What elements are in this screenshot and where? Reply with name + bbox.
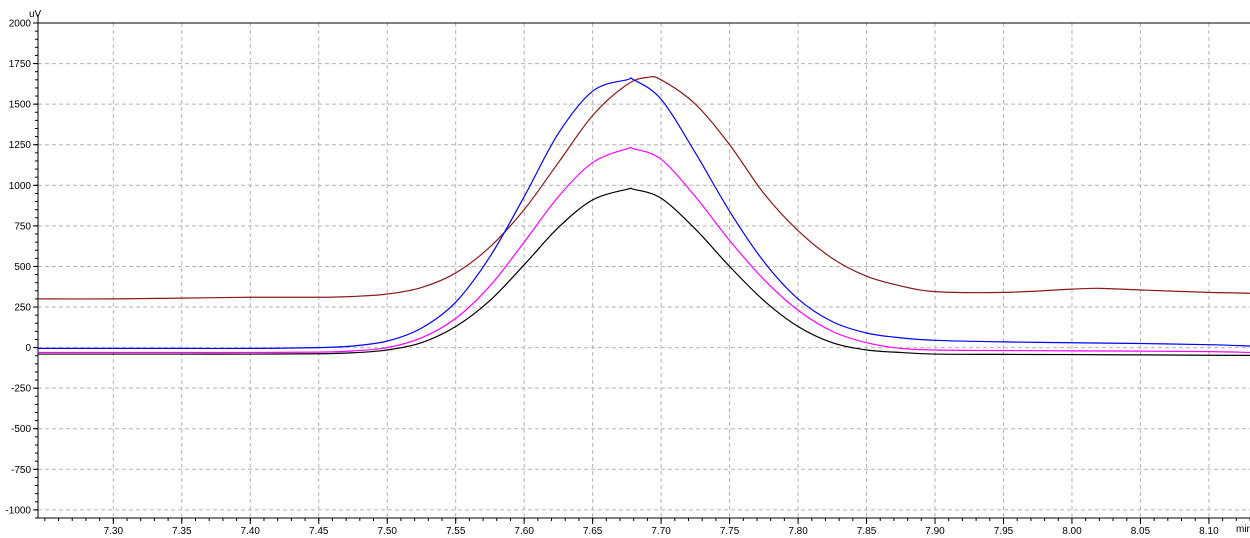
- x-unit-label: min: [1236, 524, 1250, 535]
- y-tick-label: -750: [11, 465, 31, 476]
- x-tick-label: 7.95: [994, 526, 1014, 537]
- x-tick-label: 7.30: [104, 526, 124, 537]
- axis-labels: uV min 7.30 7.35 7.40 7.45 7.50 7.55 7.60 7.65 7…: [5, 9, 1250, 537]
- y-tick-label: 1750: [9, 59, 32, 70]
- x-tick-label: 8.00: [1062, 526, 1082, 537]
- y-unit-label: uV: [29, 9, 42, 20]
- x-tick-label: 7.35: [172, 526, 192, 537]
- y-tick-label: -500: [11, 424, 31, 435]
- x-tick-label: 7.70: [651, 526, 671, 537]
- series-line-4: [38, 187, 1250, 356]
- y-tick-label: 1000: [9, 181, 32, 192]
- x-tick-label: 8.05: [1131, 526, 1151, 537]
- x-tick-label: 7.85: [857, 526, 877, 537]
- x-tick-label: 8.10: [1199, 526, 1219, 537]
- grid: [38, 23, 1250, 518]
- y-tick-label: -1000: [5, 505, 31, 516]
- y-tick-label: 1250: [9, 140, 32, 151]
- x-tick-label: 7.80: [788, 526, 808, 537]
- x-tick-label: 7.90: [925, 526, 945, 537]
- y-tick-label: 750: [14, 221, 31, 232]
- series-line-3: [38, 146, 1250, 354]
- plot-background: [38, 23, 1250, 518]
- y-tick-label: 0: [25, 343, 31, 354]
- x-tick-label: 7.50: [377, 526, 397, 537]
- series-line-1: [37, 76, 1250, 300]
- y-tick-label: 2000: [9, 19, 32, 30]
- y-tick-label: 1500: [9, 100, 32, 111]
- y-tick-label: -250: [11, 384, 31, 395]
- x-tick-label: 7.60: [514, 526, 534, 537]
- series-line-2: [38, 77, 1250, 350]
- x-tick-label: 7.75: [720, 526, 740, 537]
- y-tick-label: 500: [14, 262, 31, 273]
- x-tick-label: 7.45: [309, 526, 329, 537]
- series-lines: [37, 76, 1250, 356]
- x-tick-label: 7.55: [446, 526, 466, 537]
- x-tick-label: 7.65: [583, 526, 603, 537]
- axes: [33, 15, 1250, 524]
- x-tick-label: 7.40: [241, 526, 261, 537]
- y-tick-label: 250: [14, 303, 31, 314]
